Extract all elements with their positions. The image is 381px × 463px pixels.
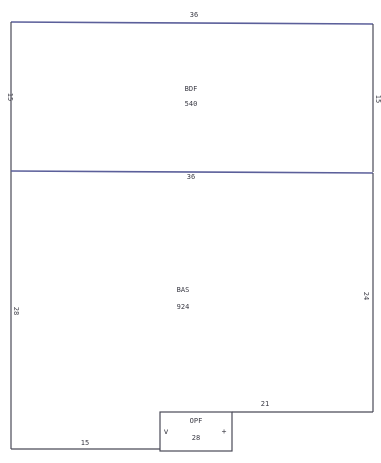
lower-area-code: BAS bbox=[177, 286, 190, 294]
small-area-outline bbox=[159, 411, 233, 452]
upper-area: 36 15 15 36 BDF 540 bbox=[6, 11, 381, 181]
lower-dim-left: 28 bbox=[12, 307, 20, 315]
lower-dim-bottom-left: 15 bbox=[81, 439, 89, 447]
upper-area-size: 540 bbox=[185, 100, 198, 108]
small-area-size: 28 bbox=[192, 434, 200, 442]
upper-dim-right: 15 bbox=[374, 95, 381, 103]
upper-dim-left: 15 bbox=[6, 93, 14, 101]
upper-top-wall bbox=[10, 21, 374, 25]
small-area: OPF 28 v + bbox=[159, 411, 233, 452]
lower-dim-right: 24 bbox=[362, 292, 370, 300]
small-area-left-glyph: v bbox=[164, 427, 169, 436]
lower-area: 28 24 21 15 BAS 924 bbox=[10, 172, 374, 450]
upper-dim-bottom: 36 bbox=[187, 173, 195, 181]
small-area-code: OPF bbox=[190, 417, 203, 425]
shared-middle-wall bbox=[10, 170, 374, 174]
upper-area-code: BDF bbox=[185, 85, 198, 93]
upper-dim-top: 36 bbox=[190, 11, 198, 19]
lower-area-size: 924 bbox=[177, 303, 190, 311]
small-area-right-glyph: + bbox=[222, 427, 227, 436]
lower-dim-bottom-right: 21 bbox=[261, 400, 269, 408]
